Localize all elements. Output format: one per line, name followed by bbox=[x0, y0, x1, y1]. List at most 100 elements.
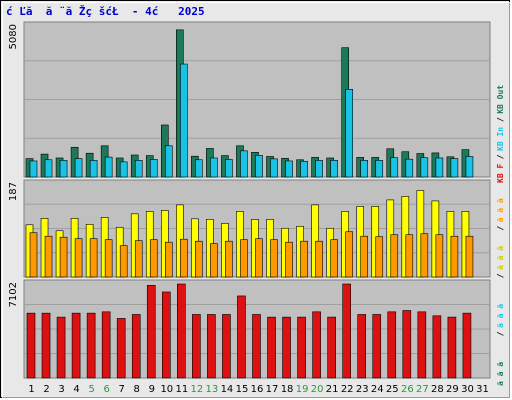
bar-bytes-day-16 bbox=[255, 238, 263, 278]
bar-bytes-day-23 bbox=[360, 235, 369, 278]
x-tick-day-6: 6 bbox=[103, 384, 109, 395]
x-tick-day-15: 15 bbox=[236, 384, 249, 395]
bar-pages-day-5 bbox=[89, 160, 98, 178]
x-tick-day-9: 9 bbox=[149, 384, 155, 395]
bar-bandwidth-day-17 bbox=[267, 316, 276, 379]
bar-pages-day-15 bbox=[240, 150, 248, 178]
x-tick-day-29: 29 bbox=[446, 384, 459, 395]
bar-bandwidth-day-20 bbox=[312, 311, 321, 379]
bar-pages-day-3 bbox=[59, 160, 68, 178]
bar-bandwidth-day-12 bbox=[192, 314, 201, 379]
panel-top-ymax-label: 5080 bbox=[8, 24, 19, 49]
bar-pages-day-27 bbox=[420, 157, 429, 178]
legend-text-2: ă ă ă bbox=[496, 304, 505, 328]
bar-bytes-day-20 bbox=[315, 240, 323, 278]
bar-bytes-day-26 bbox=[405, 234, 414, 278]
bar-bandwidth-day-5 bbox=[86, 312, 96, 379]
bar-bandwidth-day-9 bbox=[146, 285, 156, 379]
x-tick-day-5: 5 bbox=[88, 384, 94, 395]
bar-bandwidth-day-24 bbox=[372, 314, 382, 379]
bar-bandwidth-day-8 bbox=[131, 314, 141, 379]
bar-pages-day-16 bbox=[255, 155, 263, 178]
x-tick-day-10: 10 bbox=[160, 384, 173, 395]
bar-bytes-day-30 bbox=[465, 235, 474, 278]
panel-middle-ymax-label: 187 bbox=[8, 182, 19, 201]
bar-pages-day-11 bbox=[180, 63, 188, 178]
bar-bytes-day-13 bbox=[210, 243, 218, 278]
bar-bytes-day-15 bbox=[240, 239, 248, 278]
bar-pages-day-14 bbox=[225, 159, 233, 178]
bar-bytes-day-29 bbox=[450, 235, 459, 278]
bar-pages-day-21 bbox=[330, 160, 338, 178]
bar-bandwidth-day-1 bbox=[26, 312, 36, 379]
x-tick-day-18: 18 bbox=[281, 384, 294, 395]
x-tick-day-16: 16 bbox=[251, 384, 264, 395]
legend-text-5: / bbox=[496, 226, 505, 231]
x-tick-day-25: 25 bbox=[386, 384, 399, 395]
x-tick-day-26: 26 bbox=[401, 384, 414, 395]
bar-bytes-day-12 bbox=[195, 240, 203, 278]
bar-bytes-day-11 bbox=[180, 238, 188, 278]
x-tick-day-1: 1 bbox=[28, 384, 34, 395]
bar-bytes-day-4 bbox=[74, 238, 83, 278]
bar-pages-day-23 bbox=[360, 160, 369, 178]
bar-bandwidth-day-27 bbox=[417, 311, 427, 379]
legend-text-7: KB F bbox=[496, 164, 505, 183]
panel-bottom-ymax-label: 7102 bbox=[8, 282, 19, 307]
bar-pages-day-18 bbox=[285, 160, 293, 178]
legend-text-4: ă ă ă bbox=[496, 246, 505, 270]
bar-bandwidth-day-22 bbox=[342, 283, 351, 379]
bar-pages-day-1 bbox=[29, 160, 38, 178]
bar-pages-day-6 bbox=[104, 156, 113, 178]
bar-bytes-day-3 bbox=[59, 236, 68, 278]
bar-bytes-day-5 bbox=[89, 238, 98, 278]
legend-text-0: ă ă ă bbox=[496, 362, 505, 386]
x-tick-day-27: 27 bbox=[416, 384, 429, 395]
x-tick-day-7: 7 bbox=[119, 384, 125, 395]
bar-bandwidth-day-29 bbox=[447, 316, 457, 379]
bar-bandwidth-day-19 bbox=[297, 316, 306, 379]
legend-text-3: / bbox=[496, 273, 505, 278]
bar-bytes-day-22 bbox=[345, 231, 353, 278]
x-tick-day-19: 19 bbox=[296, 384, 309, 395]
bar-bandwidth-day-15 bbox=[237, 295, 246, 379]
bar-bytes-day-14 bbox=[225, 240, 233, 278]
bar-pages-day-24 bbox=[375, 160, 384, 178]
bar-pages-day-17 bbox=[270, 158, 278, 178]
x-tick-day-17: 17 bbox=[266, 384, 279, 395]
bar-bandwidth-day-16 bbox=[252, 314, 261, 379]
x-tick-day-4: 4 bbox=[73, 384, 79, 395]
bar-bytes-day-18 bbox=[285, 241, 293, 278]
x-tick-day-14: 14 bbox=[221, 384, 234, 395]
legend-text-1: / bbox=[496, 331, 505, 336]
x-tick-day-31: 31 bbox=[476, 384, 489, 395]
bar-pages-day-10 bbox=[164, 145, 173, 178]
bar-pages-day-19 bbox=[300, 160, 308, 178]
bar-pages-day-26 bbox=[405, 158, 414, 178]
bar-bytes-day-1 bbox=[29, 232, 38, 278]
bar-bandwidth-day-18 bbox=[282, 316, 291, 379]
bar-bandwidth-day-13 bbox=[207, 314, 216, 379]
bar-bandwidth-day-3 bbox=[56, 316, 66, 379]
x-tick-day-13: 13 bbox=[206, 384, 219, 395]
bar-pages-day-7 bbox=[119, 161, 128, 178]
bar-pages-day-29 bbox=[450, 158, 459, 178]
legend-text-6: ă ă ă bbox=[496, 198, 505, 222]
bar-bandwidth-day-10 bbox=[161, 291, 171, 379]
x-tick-day-3: 3 bbox=[58, 384, 64, 395]
bar-bandwidth-day-7 bbox=[116, 318, 126, 379]
bar-pages-day-28 bbox=[435, 157, 444, 178]
bar-bytes-day-21 bbox=[330, 239, 338, 278]
x-tick-day-21: 21 bbox=[326, 384, 339, 395]
x-tick-day-12: 12 bbox=[191, 384, 204, 395]
x-tick-day-20: 20 bbox=[311, 384, 324, 395]
bar-bandwidth-day-6 bbox=[101, 311, 111, 379]
bar-bytes-day-27 bbox=[420, 233, 429, 278]
bar-pages-day-25 bbox=[390, 157, 399, 178]
bar-pages-day-22 bbox=[345, 89, 353, 178]
chart-title: ć Ľă ă ¨ă Žç šćŁ - 4ć 2025 bbox=[6, 5, 205, 18]
bar-bytes-day-24 bbox=[375, 236, 384, 278]
x-tick-day-8: 8 bbox=[134, 384, 140, 395]
bar-bandwidth-day-23 bbox=[357, 314, 367, 379]
